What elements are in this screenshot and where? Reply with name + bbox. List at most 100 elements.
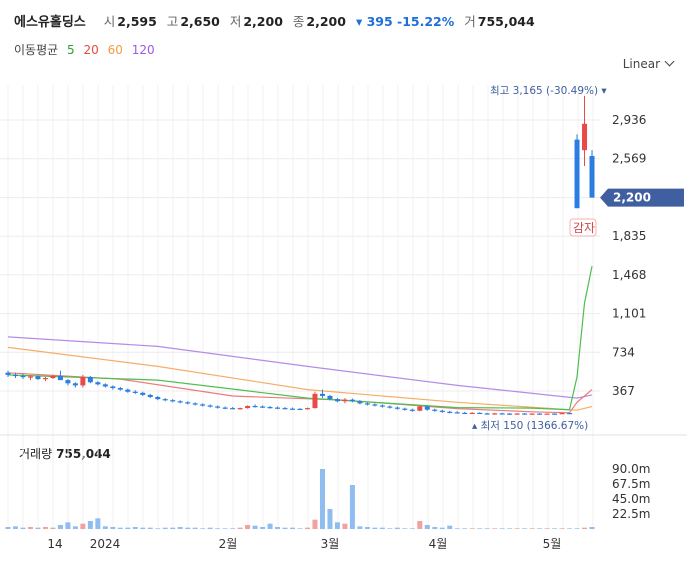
candle-body <box>192 403 198 405</box>
candle-body <box>42 378 48 380</box>
candle-body <box>559 413 565 415</box>
volume-bar <box>297 528 303 529</box>
volume-bar <box>379 527 385 529</box>
annotation-label: 감자 <box>573 221 595 235</box>
ma20-line <box>7 372 593 414</box>
x-tick-label: 2월 <box>219 537 238 551</box>
candle-body <box>327 395 333 400</box>
volume-bar <box>439 527 445 529</box>
volume-bar <box>80 523 86 529</box>
volume-bar <box>507 528 513 529</box>
candle-body <box>27 376 33 378</box>
candle-body <box>342 399 348 402</box>
candle-body <box>349 399 355 402</box>
candle-body <box>454 412 460 414</box>
volume-bar <box>290 527 296 529</box>
volume-bar <box>402 528 408 529</box>
candle-body <box>20 375 26 378</box>
ma5-line <box>7 266 593 411</box>
candle-body <box>447 411 453 413</box>
x-tick-label: 14 <box>47 537 62 551</box>
candle-body <box>140 392 146 395</box>
volume-bar <box>559 528 565 529</box>
candle-body <box>409 409 415 411</box>
volume-bar <box>334 522 340 529</box>
volume-bar <box>5 527 11 529</box>
volume-bar <box>567 528 573 529</box>
stock-header: 에스유홀딩스 시 2,595 고 2,650 저 2,200 종 2,200 ▾ 395… <box>14 11 535 30</box>
candle-body <box>102 384 108 387</box>
volume-bar <box>312 519 318 529</box>
candle-body <box>80 376 86 386</box>
volume-bar <box>192 527 198 529</box>
volume-bar <box>222 528 228 529</box>
y-tick-label: 2,569 <box>612 152 646 166</box>
volume-bar <box>65 522 71 529</box>
volume-bar <box>514 528 520 529</box>
candle-body <box>477 412 483 415</box>
x-tick-label: 3월 <box>321 537 340 551</box>
candle-body <box>507 413 513 415</box>
candle-body <box>312 393 318 409</box>
volume-panel-label: 거래량 <box>19 447 53 461</box>
volume-bar <box>245 525 251 529</box>
candle-body <box>537 413 543 415</box>
candle-body <box>155 397 161 400</box>
volume-bar <box>110 527 116 529</box>
volume-bar <box>72 526 78 529</box>
candle-body <box>170 400 176 402</box>
open-label: 시 <box>103 14 116 29</box>
volume-bar <box>267 523 273 529</box>
candle-body <box>304 408 310 410</box>
volume-bar <box>102 526 108 529</box>
candle-body <box>357 401 363 404</box>
candle-body <box>200 404 206 406</box>
volume-bar <box>252 525 258 529</box>
annotation-badge <box>569 218 597 237</box>
volume-bar <box>140 527 146 529</box>
volume-bar <box>282 527 288 529</box>
candle-body <box>514 413 520 415</box>
high-marker: 최고 3,165 (-30.49%) ▾ <box>490 85 607 97</box>
moving-average-legend[interactable]: 이동평균 5 20 60 120 <box>14 41 160 58</box>
candle-body <box>177 401 183 403</box>
candle-body <box>267 407 273 409</box>
candle-body <box>260 406 266 408</box>
high-label: 고 <box>166 14 179 29</box>
volume-bar <box>95 518 101 529</box>
candle-body <box>387 406 393 408</box>
candle-body <box>379 405 385 407</box>
volume-bar <box>27 527 33 529</box>
y-tick-label: 1,101 <box>612 307 646 321</box>
volume-bar <box>57 525 63 529</box>
candle-body <box>87 376 93 383</box>
volume-bar <box>125 527 131 529</box>
volume-bar <box>207 527 213 529</box>
volume-bar <box>35 527 41 529</box>
volume-bar <box>260 527 266 529</box>
volume-bar <box>117 527 123 529</box>
volume-bar <box>319 469 325 529</box>
scale-selector[interactable]: Linear <box>622 56 675 71</box>
scale-value: Linear <box>622 57 660 71</box>
candle-body <box>574 139 580 209</box>
low-marker: ▴ 최저 150 (1366.67%) <box>472 420 588 432</box>
volume-bar <box>304 527 310 529</box>
volume-bar <box>50 527 56 529</box>
candle-body <box>402 408 408 410</box>
candle-body <box>492 413 498 415</box>
volume-bar <box>424 525 430 529</box>
x-tick-label: 2024 <box>90 537 121 551</box>
volume-bar <box>170 527 176 529</box>
candle-body <box>552 413 558 415</box>
candle-body <box>147 394 153 398</box>
volume-bar <box>462 528 468 529</box>
volume-bar <box>529 528 535 529</box>
current-price-tag <box>600 188 684 207</box>
candle-body <box>95 382 101 385</box>
candle-body <box>529 413 535 415</box>
volume-bar <box>357 526 363 529</box>
candle-body <box>417 406 423 411</box>
ma60-line <box>7 346 593 411</box>
